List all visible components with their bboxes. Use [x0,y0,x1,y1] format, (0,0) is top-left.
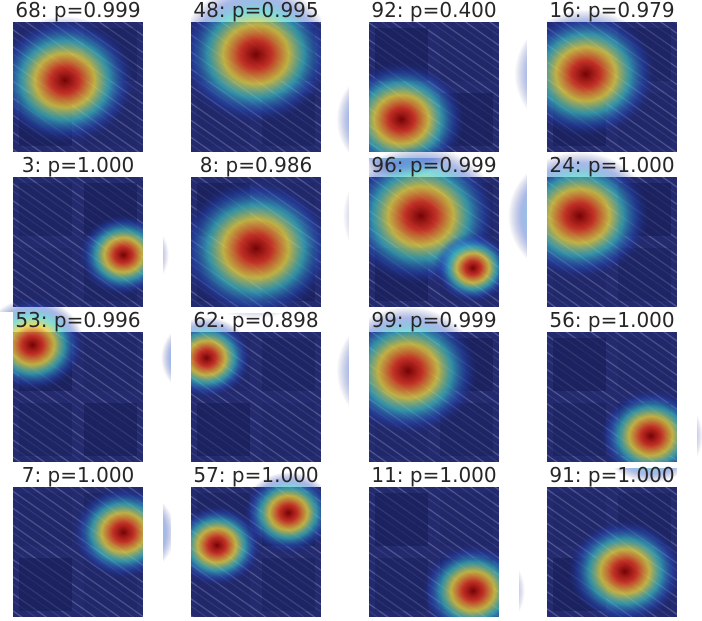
panel-title: 96: p=0.999 [371,153,496,177]
image-clip-edge [171,157,191,327]
image-clip-edge [527,157,547,327]
image-clip-edge [349,467,369,621]
image-clip-edge [499,312,519,482]
panel-title: 53: p=0.996 [15,308,140,332]
image-clip-edge [0,157,13,327]
image-clip-edge [0,2,13,172]
panel-title: 16: p=0.979 [549,0,674,22]
image-clip-edge [547,617,677,621]
image-clip-edge [677,2,697,172]
patch [19,558,72,611]
image-clip-edge [499,467,519,621]
heat-spot [567,519,684,621]
panel-title: 92: p=0.400 [371,0,496,22]
panel-title: 24: p=1.000 [549,153,674,177]
panel-title: 68: p=0.999 [15,0,140,22]
panel-title: 62: p=0.898 [193,308,318,332]
image-clip-edge [527,312,547,482]
patch [197,403,250,456]
patch [19,248,72,301]
patch [84,403,137,456]
heatmap-image [508,152,697,327]
image-clip-edge [527,467,547,621]
panel-title: 11: p=1.000 [371,463,496,487]
heatmap-image [0,467,176,621]
heatmap-image [527,312,702,483]
panel-title: 3: p=1.000 [22,153,135,177]
panel-title: 7: p=1.000 [22,463,135,487]
panel-title: 99: p=0.999 [371,308,496,332]
patch [19,183,72,236]
image-clip-edge [13,617,143,621]
patch [262,558,315,611]
patch [440,493,493,546]
patch [375,493,428,546]
figure-grid: 68: p=0.999 48: p=0.995 92: p=0.400 16: p=0… [0,0,702,621]
image-clip-edge [349,312,369,482]
heatmap-image [171,157,341,327]
heatmap-image [171,467,341,621]
image-clip-edge [143,2,163,172]
panel-title: 57: p=1.000 [193,463,318,487]
patch [553,403,606,456]
heatmap-image [515,2,698,172]
image-clip-edge [677,467,697,621]
image-clip-edge [349,157,369,327]
image-clip-edge [677,157,697,327]
image-clip-edge [321,157,341,327]
image-clip-edge [369,617,499,621]
patch [553,338,606,391]
image-clip-edge [321,467,341,621]
image-clip-edge [143,312,163,482]
patch [440,28,493,81]
patch [19,493,72,546]
image-clip-edge [527,2,547,172]
image-clip-edge [171,2,191,172]
image-clip-edge [0,467,13,621]
image-clip-edge [143,467,163,621]
panel-title: 48: p=0.995 [193,0,318,22]
patch [262,403,315,456]
image-clip-edge [321,312,341,482]
image-clip-edge [171,312,191,482]
patch [262,338,315,391]
heatmap-image [349,467,525,621]
image-clip-edge [143,157,163,327]
heat-spot [0,16,137,145]
heatmap-image [0,2,163,172]
image-clip-edge [321,2,341,172]
heatmap-image [171,0,341,172]
image-clip-edge [349,2,369,172]
patch [618,338,671,391]
panel-title: 8: p=0.986 [200,153,313,177]
image-clip-edge [0,312,13,482]
heatmap-image [161,312,341,482]
heatmap-image [527,467,697,621]
patch [84,338,137,391]
image-clip-edge [171,467,191,621]
panel-title: 91: p=1.000 [549,463,674,487]
image-clip-edge [191,617,321,621]
image-clip-edge [677,312,697,482]
patch [375,558,428,611]
heat-spot [178,178,334,318]
panel-title: 56: p=1.000 [549,308,674,332]
patch [19,403,72,456]
heatmap-image [337,307,520,482]
